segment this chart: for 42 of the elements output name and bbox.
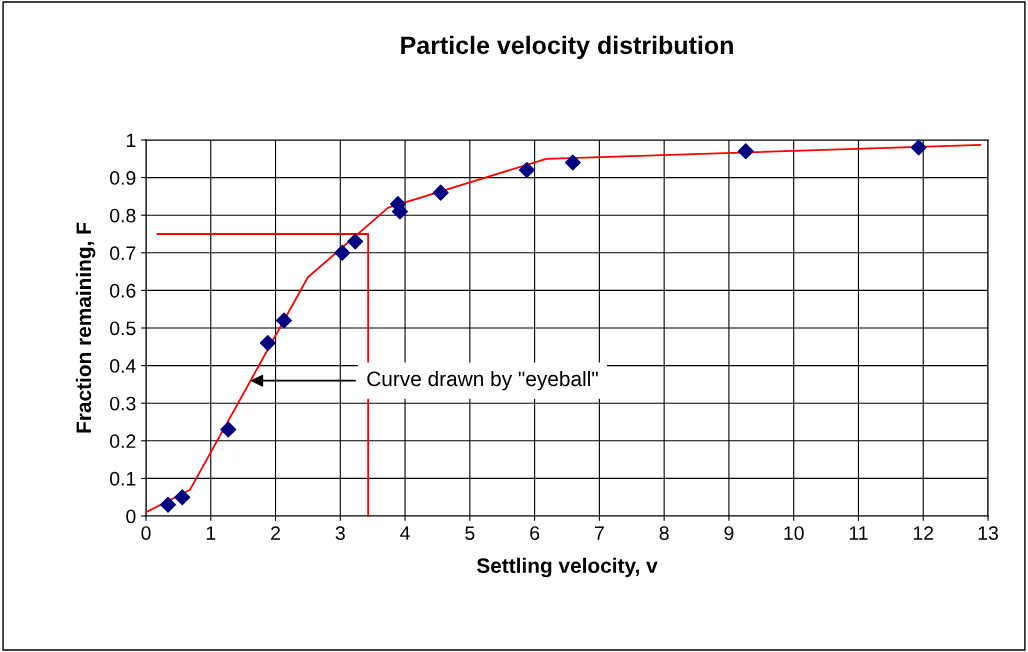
point [334, 244, 351, 261]
y-tick-label: 0.1 [110, 471, 136, 486]
point [432, 184, 449, 201]
x-tick-label: 9 [724, 526, 734, 540]
chart-title: Particle velocity distribution [401, 35, 733, 60]
x-tick-label: 6 [530, 526, 540, 540]
point [174, 489, 191, 506]
x-tick-label: 2 [271, 526, 280, 540]
x-tick-label: 12 [913, 526, 934, 540]
point [160, 496, 177, 513]
point [259, 335, 276, 352]
x-tick-label: 5 [465, 526, 475, 540]
point [347, 233, 364, 250]
x-tick-label: 1 [206, 526, 216, 540]
y-tick-label: 0.4 [110, 359, 136, 373]
y-tick-label: 1 [126, 133, 136, 148]
x-axis-title: Settling velocity, v [476, 557, 658, 578]
y-tick-label: 0.3 [110, 396, 136, 411]
x-tick-label: 4 [400, 526, 410, 540]
x-tick-label: 3 [335, 526, 345, 540]
x-tick-label: 13 [978, 526, 998, 540]
x-tick-label: 8 [659, 526, 669, 540]
point [564, 154, 581, 171]
y-tick-label: 0.2 [110, 434, 136, 449]
y-tick-label: 0 [126, 509, 136, 524]
y-axis-title: Fraction remaining, F [75, 222, 96, 433]
point [910, 139, 927, 156]
y-tick-label: 0.8 [110, 208, 136, 223]
y-tick-label: 0.5 [110, 321, 136, 336]
y-tick-label: 0.9 [110, 171, 136, 185]
point [220, 421, 237, 438]
line-series [145, 143, 982, 514]
y-tick-label: 0.6 [110, 283, 136, 298]
y-tick-label: 0.7 [110, 246, 136, 261]
annotation: Curve drawn by "eyeball" [367, 370, 598, 391]
x-tick-label: 7 [594, 526, 604, 540]
point [518, 162, 535, 179]
x-tick-label: 10 [784, 526, 804, 540]
x-tick-label: 0 [141, 526, 151, 540]
point [737, 143, 754, 160]
point [275, 312, 292, 329]
x-tick-label: 11 [849, 526, 868, 540]
